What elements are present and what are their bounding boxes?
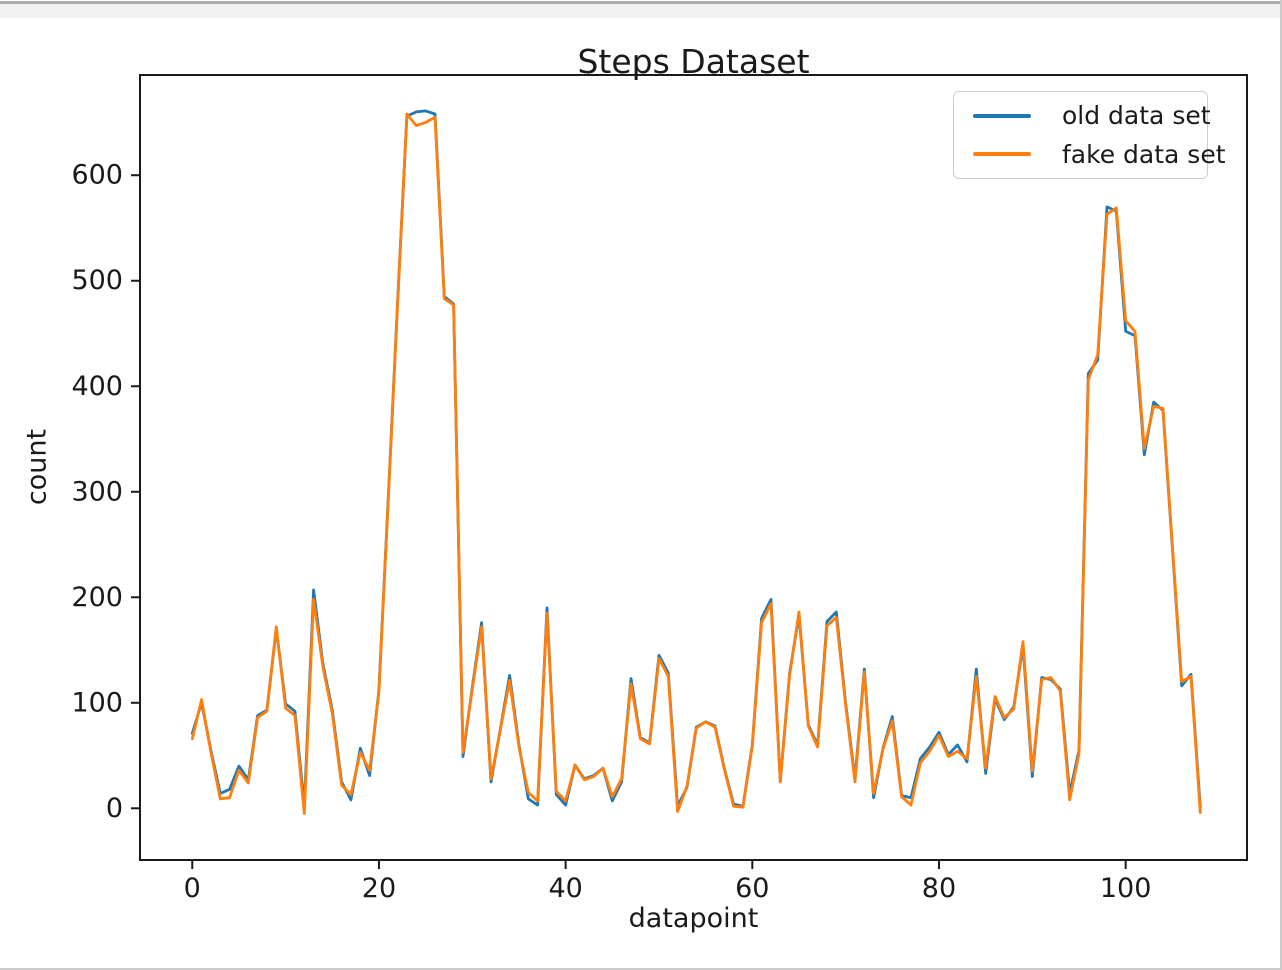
x-tick-label: 60 (735, 873, 769, 904)
legend-line-swatch-fake (973, 152, 1031, 157)
legend-line-swatch-old (973, 113, 1031, 118)
y-tick-label: 100 (71, 687, 123, 718)
y-tick-label: 0 (106, 793, 123, 824)
x-tick-label: 0 (184, 873, 201, 904)
y-tick-label: 400 (71, 371, 123, 402)
legend: old data set fake data set (953, 91, 1226, 179)
x-tick-label: 40 (548, 873, 582, 904)
series-line-0 (190, 109, 1202, 809)
x-tick-label: 80 (922, 873, 956, 904)
legend-label-fake: fake data set (1062, 139, 1226, 169)
legend-item-fake: fake data set (954, 140, 1226, 169)
legend-label-old: old data set (1062, 101, 1211, 131)
legend-item-old: old data set (954, 101, 1211, 130)
window-top-chrome (0, 1, 1280, 19)
x-tick-label: 100 (1100, 873, 1152, 904)
plot-svg: 0 20 40 60 80 100 0 100 200 300 400 500 600 (71, 74, 1248, 904)
y-tick-label: 500 (71, 265, 123, 296)
y-tick-label: 300 (71, 476, 123, 507)
y-axis-label-text: count (21, 428, 53, 506)
series-line-1 (190, 112, 1202, 815)
y-tick-label: 600 (71, 160, 123, 191)
x-axis-label: datapoint (628, 903, 759, 934)
y-tick-label: 200 (71, 582, 123, 613)
chart-figure: Steps Dataset 0 20 40 60 80 100 0 100 200 300 400 5… (0, 18, 1280, 968)
x-tick-label: 20 (362, 873, 396, 904)
